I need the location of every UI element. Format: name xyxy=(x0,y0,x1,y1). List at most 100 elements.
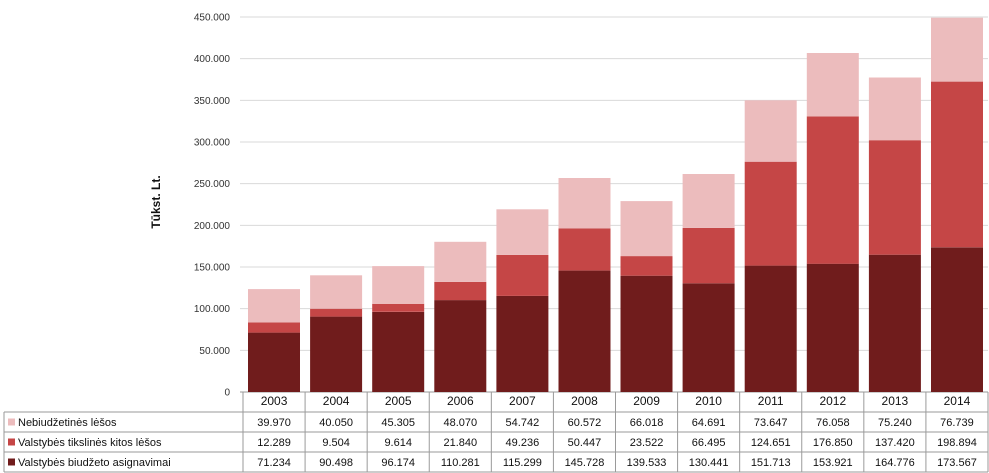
bar-segment xyxy=(310,308,363,317)
data-label: 12.289 xyxy=(257,437,291,449)
data-label: 176.850 xyxy=(813,437,853,449)
data-label: 76.058 xyxy=(816,417,850,429)
bar-segment xyxy=(682,227,735,284)
data-label: 64.691 xyxy=(692,417,726,429)
data-label: 76.739 xyxy=(940,417,974,429)
x-tick-label: 2013 xyxy=(882,394,909,408)
bars xyxy=(248,17,983,392)
data-label: 39.970 xyxy=(257,417,291,429)
bar-segment xyxy=(558,178,611,229)
legend-label: Nebiudžetinės lėšos xyxy=(18,417,117,429)
data-label: 130.441 xyxy=(689,457,729,469)
x-tick-label: 2014 xyxy=(944,394,971,408)
data-label: 73.647 xyxy=(754,417,788,429)
data-table: 2003 2004 2005 2006 2007 2008 2009 2010 2011 2012… xyxy=(3,392,989,473)
bar-segment xyxy=(931,247,983,392)
data-label: 75.240 xyxy=(878,417,912,429)
data-label: 139.533 xyxy=(627,457,667,469)
bar-segment xyxy=(806,263,859,392)
y-tick-label: 100.000 xyxy=(194,304,231,315)
data-label: 50.447 xyxy=(568,437,602,449)
data-label: 9.504 xyxy=(322,437,350,449)
data-label: 137.420 xyxy=(875,437,915,449)
data-label: 151.713 xyxy=(751,457,791,469)
data-label: 71.234 xyxy=(257,457,291,469)
legend-swatch xyxy=(8,438,15,446)
data-label: 40.050 xyxy=(319,417,353,429)
y-tick-label: 450.000 xyxy=(194,13,231,24)
bar-segment xyxy=(620,275,673,392)
data-label: 153.921 xyxy=(813,457,853,469)
bar-segment xyxy=(310,316,363,392)
data-label: 45.305 xyxy=(381,417,415,429)
bar-segment xyxy=(868,254,921,392)
bar-segment xyxy=(310,275,363,309)
legend-label: Valstybės biudžeto asignavimai xyxy=(18,457,171,469)
x-tick-label: 2009 xyxy=(633,394,660,408)
y-gridlines xyxy=(240,16,988,393)
x-tick-label: 2007 xyxy=(509,394,536,408)
x-tick-label: 2006 xyxy=(447,394,474,408)
data-label: 9.614 xyxy=(384,437,412,449)
bar-segment xyxy=(620,201,673,257)
y-tick-label: 250.000 xyxy=(194,179,231,190)
x-tick-label: 2004 xyxy=(323,394,350,408)
bar-segment xyxy=(372,266,425,304)
bar-segment xyxy=(434,281,487,301)
data-label: 90.498 xyxy=(319,457,353,469)
bar-segment xyxy=(931,17,983,82)
data-label: 164.776 xyxy=(875,457,915,469)
y-tick-label: 300.000 xyxy=(194,138,231,149)
bar-segment xyxy=(558,270,611,392)
data-label: 66.495 xyxy=(692,437,726,449)
x-tick-label: 2008 xyxy=(571,394,598,408)
y-axis-label: Tūkst. Lt. xyxy=(149,175,163,228)
bar-segment xyxy=(248,322,300,333)
y-tick-label: 400.000 xyxy=(194,54,231,65)
data-label: 110.281 xyxy=(441,457,480,469)
legend-label: Valstybės tikslinės kitos lėšos xyxy=(18,437,162,449)
bar-segment xyxy=(496,295,549,392)
x-tick-label: 2003 xyxy=(261,394,288,408)
bar-segment xyxy=(558,228,611,271)
y-tick-label: 50.000 xyxy=(199,346,230,357)
data-label: 96.174 xyxy=(381,457,415,469)
x-tick-label: 2005 xyxy=(385,394,412,408)
x-tick-label: 2012 xyxy=(819,394,846,408)
bar-segment xyxy=(434,300,487,392)
data-label: 21.840 xyxy=(443,437,477,449)
bar-segment xyxy=(372,311,425,392)
legend-swatch xyxy=(8,418,15,426)
bar-segment xyxy=(931,81,983,248)
bar-segment xyxy=(806,116,859,264)
bar-segment xyxy=(372,303,425,312)
bar-segment xyxy=(434,241,487,282)
bar-segment xyxy=(868,77,921,141)
bar-segment xyxy=(620,256,673,276)
bar-segment xyxy=(682,283,735,392)
data-label: 124.651 xyxy=(751,437,791,449)
bar-segment xyxy=(496,254,549,296)
bar-segment xyxy=(248,289,300,323)
bar-segment xyxy=(496,209,549,255)
y-tick-label: 150.000 xyxy=(194,263,231,274)
data-label: 48.070 xyxy=(443,417,477,429)
x-tick-label: 2011 xyxy=(758,394,784,408)
bar-segment xyxy=(806,53,859,117)
legend-swatch xyxy=(8,458,15,466)
data-label: 23.522 xyxy=(630,437,664,449)
y-tick-labels: 0 50.000 100.000 150.000 200.000 250.000 300.0… xyxy=(194,13,231,399)
data-label: 173.567 xyxy=(937,457,977,469)
data-label: 145.728 xyxy=(565,457,605,469)
bar-segment xyxy=(744,265,797,392)
x-tick-label: 2010 xyxy=(695,394,722,408)
bar-segment xyxy=(682,174,735,228)
data-label: 54.742 xyxy=(506,417,540,429)
data-label: 66.018 xyxy=(630,417,664,429)
bar-segment xyxy=(744,161,797,266)
y-tick-label: 200.000 xyxy=(194,221,231,232)
data-label: 60.572 xyxy=(568,417,602,429)
data-label: 115.299 xyxy=(503,457,542,469)
y-tick-label: 0 xyxy=(224,388,230,399)
